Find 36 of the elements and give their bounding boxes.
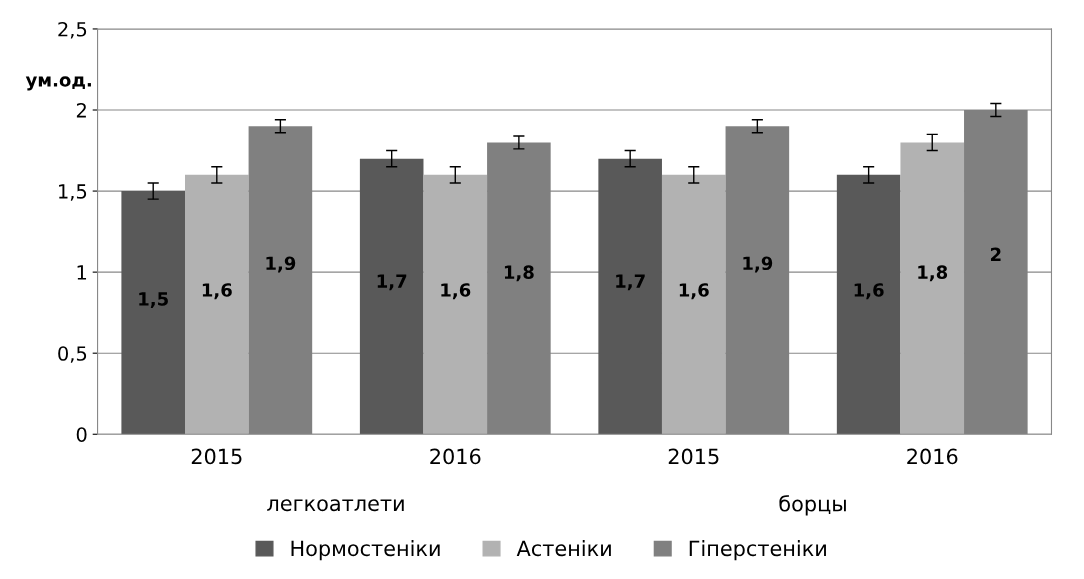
y-tick-label: 2	[76, 102, 86, 118]
bar	[661, 174, 726, 435]
data-label: 1,8	[504, 265, 534, 282]
text: борцы	[779, 495, 846, 516]
bar	[185, 174, 249, 435]
bar	[900, 142, 965, 435]
data-label: 1,7	[377, 274, 407, 291]
data-label: 1,9	[743, 256, 773, 273]
x-tick-label: 2015	[668, 448, 719, 465]
y-tick-label: 1,5	[59, 184, 87, 201]
data-label: 2	[990, 247, 1001, 261]
x-tick-label: 2015	[191, 448, 242, 465]
data-label: 1,7	[616, 274, 645, 291]
y-tick-label: 0	[76, 427, 87, 442]
x-tick-label: 2016	[430, 448, 481, 465]
y-tick-label: 2,5	[58, 21, 87, 39]
legend-label: Гіперстеніки	[689, 540, 826, 561]
data-label: 1,5	[139, 292, 168, 309]
y-tick-label: 1	[77, 265, 87, 280]
data-label: 1,8	[918, 265, 948, 282]
data-label: 1,6	[441, 283, 471, 300]
bar	[598, 158, 662, 435]
text: легкоатлети	[267, 499, 404, 512]
data-label: 1,9	[266, 256, 296, 273]
legend-label: Нормостеніки	[291, 540, 440, 561]
data-label: 1,6	[854, 283, 884, 300]
data-label: 1,6	[202, 283, 232, 300]
y-tick-label: 0,5	[58, 346, 87, 363]
y-axis-title: ум.од.	[25, 76, 91, 91]
legend-label: Астеніки	[516, 540, 611, 557]
x-tick-label: 2016	[907, 448, 958, 465]
bar	[359, 158, 424, 435]
bar	[121, 191, 185, 435]
data-label: 1,6	[679, 283, 709, 300]
bar	[836, 174, 901, 435]
bar	[423, 174, 488, 435]
